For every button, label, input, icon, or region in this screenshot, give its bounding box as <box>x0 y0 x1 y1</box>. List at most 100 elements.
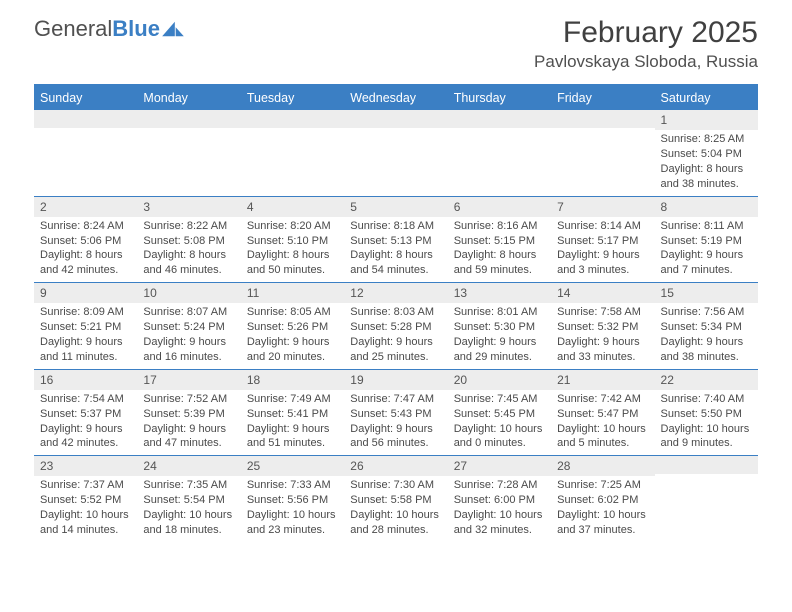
day-body <box>551 128 654 134</box>
day-header: Tuesday <box>241 86 344 110</box>
day-cell: 25 Sunrise: 7:33 AMSunset: 5:56 PMDayligh… <box>241 456 344 542</box>
day-cell: 6Sunrise: 8:16 AMSunset: 5:15 PMDaylight… <box>448 197 551 283</box>
day-body: Sunrise: 8:24 AMSunset: 5:06 PMDaylight:… <box>34 217 137 282</box>
day-info-line: Sunset: 5:43 PM <box>350 407 441 422</box>
day-number: 15 <box>655 283 758 303</box>
header: GeneralBlue February 2025 Pavlovskaya Sl… <box>0 0 792 76</box>
day-body: Sunrise: 7:56 AMSunset: 5:34 PMDaylight:… <box>655 303 758 368</box>
day-info-line: Daylight: 8 hours and 59 minutes. <box>454 248 545 278</box>
day-cell: 23Sunrise: 7:37 AMSunset: 5:52 PMDayligh… <box>34 456 137 542</box>
day-info-line: Sunrise: 7:37 AM <box>40 478 131 493</box>
day-body: Sunrise: 7:49 AMSunset: 5:41 PMDaylight:… <box>241 390 344 455</box>
day-info-line: Sunset: 5:28 PM <box>350 320 441 335</box>
day-body <box>344 128 447 134</box>
day-number: 22 <box>655 370 758 390</box>
day-cell: 28Sunrise: 7:25 AMSunset: 6:02 PMDayligh… <box>551 456 654 542</box>
day-number: 25 <box>241 456 344 476</box>
day-info-line: Daylight: 9 hours and 7 minutes. <box>661 248 752 278</box>
location-label: Pavlovskaya Sloboda, Russia <box>534 52 758 72</box>
calendar: SundayMondayTuesdayWednesdayThursdayFrid… <box>34 84 758 542</box>
day-info-line: Daylight: 10 hours and 9 minutes. <box>661 422 752 452</box>
day-info-line: Sunset: 5:37 PM <box>40 407 131 422</box>
day-number: 17 <box>137 370 240 390</box>
day-info-line: Daylight: 8 hours and 50 minutes. <box>247 248 338 278</box>
day-body: Sunrise: 7:45 AMSunset: 5:45 PMDaylight:… <box>448 390 551 455</box>
day-info-line: Sunset: 5:19 PM <box>661 234 752 249</box>
day-info-line: Daylight: 10 hours and 23 minutes. <box>247 508 338 538</box>
day-info-line: Sunset: 5:13 PM <box>350 234 441 249</box>
day-cell: 27Sunrise: 7:28 AMSunset: 6:00 PMDayligh… <box>448 456 551 542</box>
day-info-line: Sunrise: 8:18 AM <box>350 219 441 234</box>
logo-text: GeneralBlue <box>34 16 160 42</box>
day-cell <box>34 110 137 196</box>
day-body: Sunrise: 7:30 AMSunset: 5:58 PMDaylight:… <box>344 476 447 541</box>
day-number: 18 <box>241 370 344 390</box>
day-info-line: Sunset: 5:04 PM <box>661 147 752 162</box>
day-info-line: Sunrise: 7:58 AM <box>557 305 648 320</box>
day-cell <box>241 110 344 196</box>
day-cell: 10Sunrise: 8:07 AMSunset: 5:24 PMDayligh… <box>137 283 240 369</box>
week-row: 9Sunrise: 8:09 AMSunset: 5:21 PMDaylight… <box>34 282 758 369</box>
day-info-line: Sunset: 5:54 PM <box>143 493 234 508</box>
day-body: Sunrise: 8:01 AMSunset: 5:30 PMDaylight:… <box>448 303 551 368</box>
day-body: Sunrise: 7:54 AMSunset: 5:37 PMDaylight:… <box>34 390 137 455</box>
day-number: 21 <box>551 370 654 390</box>
title-block: February 2025 Pavlovskaya Sloboda, Russi… <box>534 16 758 72</box>
day-info-line: Sunrise: 7:52 AM <box>143 392 234 407</box>
day-body: Sunrise: 8:11 AMSunset: 5:19 PMDaylight:… <box>655 217 758 282</box>
day-number <box>34 110 137 128</box>
day-cell: 9Sunrise: 8:09 AMSunset: 5:21 PMDaylight… <box>34 283 137 369</box>
day-info-line: Sunset: 5:24 PM <box>143 320 234 335</box>
day-info-line: Sunset: 5:10 PM <box>247 234 338 249</box>
day-cell: 19Sunrise: 7:47 AMSunset: 5:43 PMDayligh… <box>344 370 447 456</box>
day-cell: 12Sunrise: 8:03 AMSunset: 5:28 PMDayligh… <box>344 283 447 369</box>
day-header: Saturday <box>655 86 758 110</box>
day-info-line: Daylight: 8 hours and 38 minutes. <box>661 162 752 192</box>
day-cell <box>137 110 240 196</box>
day-info-line: Sunset: 5:58 PM <box>350 493 441 508</box>
day-info-line: Daylight: 9 hours and 11 minutes. <box>40 335 131 365</box>
day-cell: 8Sunrise: 8:11 AMSunset: 5:19 PMDaylight… <box>655 197 758 283</box>
day-body <box>137 128 240 134</box>
day-body: Sunrise: 7:47 AMSunset: 5:43 PMDaylight:… <box>344 390 447 455</box>
day-info-line: Sunrise: 8:07 AM <box>143 305 234 320</box>
day-info-line: Sunset: 5:30 PM <box>454 320 545 335</box>
day-header-row: SundayMondayTuesdayWednesdayThursdayFrid… <box>34 86 758 110</box>
day-info-line: Sunrise: 8:16 AM <box>454 219 545 234</box>
day-cell <box>551 110 654 196</box>
day-info-line: Sunrise: 7:56 AM <box>661 305 752 320</box>
day-info-line: Sunset: 5:56 PM <box>247 493 338 508</box>
day-info-line: Sunrise: 7:33 AM <box>247 478 338 493</box>
day-body: Sunrise: 8:25 AMSunset: 5:04 PMDaylight:… <box>655 130 758 195</box>
day-cell: 4Sunrise: 8:20 AMSunset: 5:10 PMDaylight… <box>241 197 344 283</box>
logo-word-b: Blue <box>112 16 160 41</box>
day-cell: 11Sunrise: 8:05 AMSunset: 5:26 PMDayligh… <box>241 283 344 369</box>
day-body: Sunrise: 8:22 AMSunset: 5:08 PMDaylight:… <box>137 217 240 282</box>
day-info-line: Sunset: 5:08 PM <box>143 234 234 249</box>
day-info-line: Sunset: 5:45 PM <box>454 407 545 422</box>
day-number <box>655 456 758 474</box>
day-info-line: Sunrise: 8:11 AM <box>661 219 752 234</box>
day-body: Sunrise: 8:14 AMSunset: 5:17 PMDaylight:… <box>551 217 654 282</box>
weeks-container: 1Sunrise: 8:25 AMSunset: 5:04 PMDaylight… <box>34 110 758 542</box>
day-info-line: Sunrise: 7:28 AM <box>454 478 545 493</box>
day-cell: 17Sunrise: 7:52 AMSunset: 5:39 PMDayligh… <box>137 370 240 456</box>
day-info-line: Sunrise: 8:22 AM <box>143 219 234 234</box>
day-cell: 13Sunrise: 8:01 AMSunset: 5:30 PMDayligh… <box>448 283 551 369</box>
day-number: 13 <box>448 283 551 303</box>
day-number <box>448 110 551 128</box>
day-header: Friday <box>551 86 654 110</box>
day-info-line: Daylight: 8 hours and 46 minutes. <box>143 248 234 278</box>
day-number: 16 <box>34 370 137 390</box>
logo-triangle-icon <box>162 20 184 38</box>
day-info-line: Sunset: 5:47 PM <box>557 407 648 422</box>
day-info-line: Sunset: 5:06 PM <box>40 234 131 249</box>
day-number: 2 <box>34 197 137 217</box>
day-info-line: Daylight: 9 hours and 56 minutes. <box>350 422 441 452</box>
day-body: Sunrise: 7:25 AMSunset: 6:02 PMDaylight:… <box>551 476 654 541</box>
day-number: 6 <box>448 197 551 217</box>
day-number: 8 <box>655 197 758 217</box>
day-info-line: Daylight: 10 hours and 0 minutes. <box>454 422 545 452</box>
day-number: 5 <box>344 197 447 217</box>
day-info-line: Sunrise: 7:49 AM <box>247 392 338 407</box>
